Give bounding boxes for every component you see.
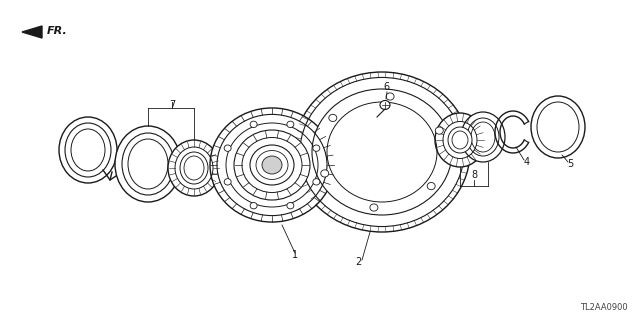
Text: 1: 1	[292, 250, 298, 260]
Ellipse shape	[448, 127, 472, 153]
Ellipse shape	[313, 179, 320, 185]
Ellipse shape	[210, 108, 334, 222]
Ellipse shape	[386, 93, 394, 100]
Ellipse shape	[287, 121, 294, 128]
Ellipse shape	[294, 72, 470, 232]
Text: 6: 6	[383, 82, 389, 92]
Ellipse shape	[250, 121, 257, 128]
Ellipse shape	[250, 203, 257, 209]
Ellipse shape	[262, 156, 282, 174]
Ellipse shape	[234, 130, 310, 200]
Ellipse shape	[313, 145, 320, 151]
Text: 7: 7	[169, 100, 175, 110]
Text: TL2AA0900: TL2AA0900	[580, 303, 628, 312]
Ellipse shape	[312, 89, 452, 215]
Ellipse shape	[435, 127, 444, 134]
Ellipse shape	[435, 113, 485, 167]
Ellipse shape	[427, 182, 435, 190]
Ellipse shape	[329, 114, 337, 122]
Ellipse shape	[224, 179, 231, 185]
Ellipse shape	[461, 112, 505, 162]
Text: 2: 2	[355, 257, 361, 267]
Text: 8: 8	[471, 170, 477, 180]
Ellipse shape	[370, 204, 378, 211]
Ellipse shape	[224, 145, 231, 151]
Ellipse shape	[531, 96, 585, 158]
Ellipse shape	[115, 126, 181, 202]
Ellipse shape	[287, 203, 294, 209]
Ellipse shape	[380, 100, 390, 109]
Ellipse shape	[180, 152, 208, 184]
Ellipse shape	[250, 145, 294, 185]
Ellipse shape	[168, 140, 220, 196]
Ellipse shape	[59, 117, 117, 183]
Text: 5: 5	[567, 159, 573, 169]
Ellipse shape	[321, 170, 329, 177]
Text: FR.: FR.	[47, 26, 68, 36]
Text: 4: 4	[524, 157, 530, 167]
Polygon shape	[22, 26, 42, 38]
